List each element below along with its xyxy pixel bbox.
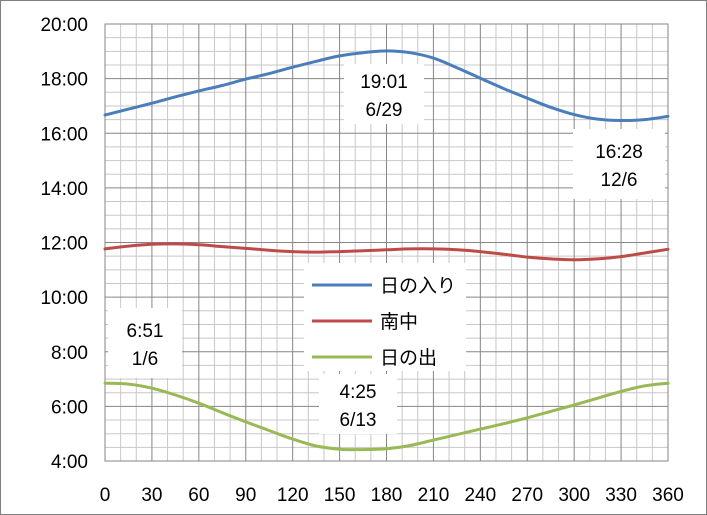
sunset-line — [103, 49, 670, 123]
annotation-box — [108, 308, 182, 378]
x-tick-label: 210 — [418, 485, 450, 506]
y-tick-label: 18:00 — [40, 70, 88, 91]
x-tick-label: 150 — [324, 485, 356, 506]
x-tick-label: 180 — [371, 485, 403, 506]
y-tick-label: 6:00 — [51, 397, 88, 418]
annotation-box — [573, 129, 665, 199]
x-tick-label: 120 — [277, 485, 309, 506]
annotation-time: 6:51 — [127, 321, 164, 342]
legend-label: 南中 — [380, 311, 418, 333]
x-tick-label: 30 — [141, 485, 162, 506]
annotation-sunrise-start: 6:51 1/6 — [108, 308, 182, 378]
transit-line — [103, 242, 670, 262]
annotation-date: 1/6 — [132, 349, 158, 370]
annotation-box — [344, 64, 424, 124]
annotation-date: 6/29 — [366, 100, 403, 121]
x-tick-label: 360 — [652, 485, 684, 506]
x-tick-label: 270 — [511, 485, 543, 506]
sunrise-line — [103, 381, 670, 452]
legend-item-sunrise: 日の出 — [312, 347, 437, 369]
legend-label: 日の入り — [380, 276, 456, 297]
annotation-sunset-max: 19:01 6/29 — [344, 64, 424, 124]
legend-label: 日の出 — [380, 347, 437, 369]
annotation-time: 16:28 — [595, 142, 643, 163]
y-tick-label: 4:00 — [51, 452, 88, 473]
annotation-time: 4:25 — [340, 382, 377, 403]
x-tick-label: 330 — [605, 485, 637, 506]
x-tick-label: 60 — [188, 485, 209, 506]
legend-item-sunset: 日の入り — [312, 276, 456, 297]
annotation-sunrise-min: 4:25 6/13 — [319, 374, 397, 434]
y-tick-label: 20:00 — [40, 15, 88, 36]
annotation-box — [319, 374, 397, 434]
y-tick-label: 10:00 — [40, 288, 88, 309]
legend-item-transit: 南中 — [312, 311, 418, 333]
y-tick-label: 16:00 — [40, 124, 88, 145]
annotation-sunset-min: 16:28 12/6 — [573, 129, 665, 199]
y-tick-label: 14:00 — [40, 179, 88, 200]
x-tick-label: 240 — [464, 485, 496, 506]
x-tick-label: 90 — [235, 485, 256, 506]
x-tick-label: 300 — [558, 485, 590, 506]
legend-box — [304, 263, 466, 371]
x-tick-label: 0 — [100, 485, 111, 506]
plot-area-border — [104, 23, 669, 462]
annotation-time: 19:01 — [360, 72, 408, 93]
annotation-date: 12/6 — [601, 170, 638, 191]
y-tick-label: 12:00 — [40, 234, 88, 255]
annotation-date: 6/13 — [340, 410, 377, 431]
y-tick-label: 8:00 — [51, 343, 88, 364]
